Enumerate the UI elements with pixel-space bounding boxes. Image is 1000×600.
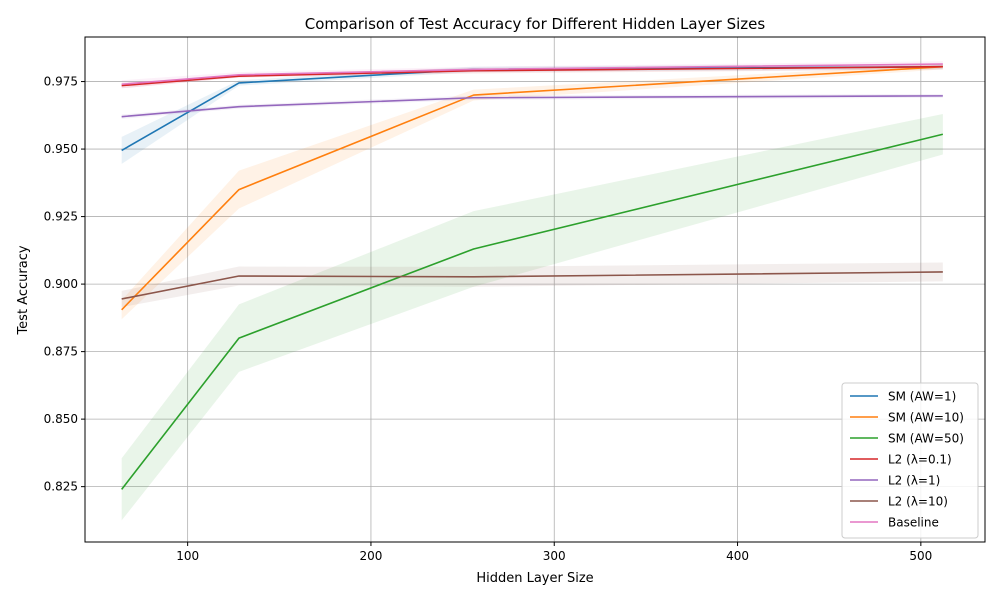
confidence-bands (121, 61, 943, 521)
x-tick-label: 300 (543, 549, 566, 563)
series-line (121, 133, 944, 490)
x-tick-label: 500 (909, 549, 932, 563)
series-line (121, 65, 943, 87)
chart-title: Comparison of Test Accuracy for Differen… (305, 15, 766, 33)
grid (85, 37, 985, 542)
y-tick-label: 0.900 (44, 277, 78, 291)
confidence-band (121, 262, 943, 308)
plot-frame (84, 36, 986, 543)
x-tick-label: 200 (359, 549, 382, 563)
legend-label: L2 (λ=10) (888, 495, 948, 509)
y-tick-label: 0.975 (44, 75, 78, 89)
x-tick-label: 400 (726, 549, 749, 563)
y-axis-label: Test Accuracy (16, 245, 31, 335)
legend-box (841, 382, 979, 539)
series-line (121, 65, 943, 152)
legend-label: SM (AW=50) (888, 432, 964, 446)
y-tick-label: 0.850 (44, 412, 78, 426)
y-axis-ticks: 0.825 0.850 0.875 0.900 0.925 0.950 0.975 (44, 75, 85, 494)
legend-label: SM (AW=1) (888, 390, 956, 404)
x-axis-ticks: 100 200 300 400 500 (176, 542, 932, 563)
confidence-band (121, 64, 943, 89)
legend-label: SM (AW=10) (888, 411, 964, 425)
legend-label: L2 (λ=0.1) (888, 453, 952, 467)
series-line (121, 95, 943, 118)
x-axis-label: Hidden Layer Size (476, 571, 593, 586)
y-tick-label: 0.925 (44, 210, 78, 224)
series-line (121, 63, 943, 86)
series-line (121, 65, 943, 311)
y-tick-label: 0.950 (44, 142, 78, 156)
legend: SM (AW=1) SM (AW=10) SM (AW=50) L2 (λ=0.1) L… (841, 382, 979, 539)
series-line (121, 271, 943, 300)
series-lines (121, 63, 944, 490)
legend-label: Baseline (888, 516, 939, 530)
y-tick-label: 0.875 (44, 345, 78, 359)
y-tick-label: 0.825 (44, 480, 78, 494)
legend-label: L2 (λ=1) (888, 474, 940, 488)
x-tick-label: 100 (176, 549, 199, 563)
